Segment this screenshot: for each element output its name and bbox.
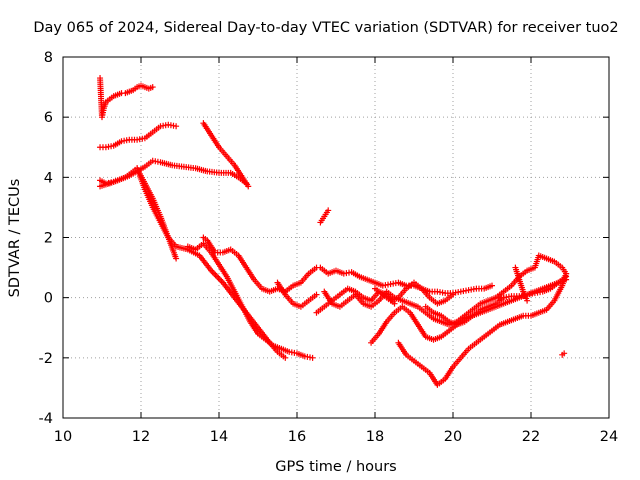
x-axis-label: GPS time / hours	[275, 459, 396, 475]
x-tick-label: 24	[600, 429, 618, 445]
series-track-a	[97, 121, 180, 151]
chart-title: Day 065 of 2024, Sidereal Day-to-day VTE…	[33, 20, 618, 36]
series-track-o	[372, 279, 456, 307]
series-track-i	[317, 207, 332, 226]
series-track-c	[200, 120, 252, 190]
data-point	[489, 282, 495, 289]
series-track-s	[559, 350, 568, 358]
data-marks	[97, 75, 570, 388]
x-tick-label: 10	[54, 429, 72, 445]
series-track-l	[313, 285, 398, 316]
x-tick-label: 12	[132, 429, 150, 445]
x-tick-label: 14	[210, 429, 228, 445]
series-track-top	[97, 75, 156, 121]
y-tick-label: 2	[44, 231, 53, 247]
x-tick-label: 20	[444, 429, 462, 445]
y-tick-label: -2	[39, 351, 53, 367]
series-track-r	[512, 264, 531, 304]
data-point	[149, 84, 156, 91]
data-point	[524, 297, 531, 304]
grid-lines	[63, 57, 609, 418]
data-point	[450, 291, 456, 298]
y-axis-label: SDTVAR / TECUs	[7, 179, 23, 298]
y-tick-label: 0	[44, 291, 53, 307]
series-track-p	[422, 294, 507, 328]
series-track-q	[492, 252, 570, 301]
series-track-e	[134, 165, 289, 361]
data-point	[309, 354, 316, 361]
data-point	[500, 294, 507, 301]
data-point	[563, 270, 570, 277]
x-tick-label: 16	[288, 429, 306, 445]
data-point	[325, 207, 332, 214]
data-point	[561, 350, 568, 357]
data-point	[173, 123, 180, 130]
x-tick-label: 22	[522, 429, 540, 445]
series-track-d	[97, 165, 180, 262]
data-point	[313, 291, 320, 298]
data-point	[173, 255, 180, 262]
data-point	[245, 183, 252, 190]
y-tick-label: 8	[44, 50, 53, 66]
y-tick-label: -4	[39, 411, 53, 427]
series-track-n	[395, 270, 570, 388]
series-track-h	[274, 279, 320, 310]
y-tick-label: 6	[44, 110, 53, 126]
x-tick-label: 18	[366, 429, 384, 445]
data-point	[282, 354, 289, 361]
series-track-f	[184, 240, 316, 361]
y-tick-label: 4	[44, 170, 53, 186]
